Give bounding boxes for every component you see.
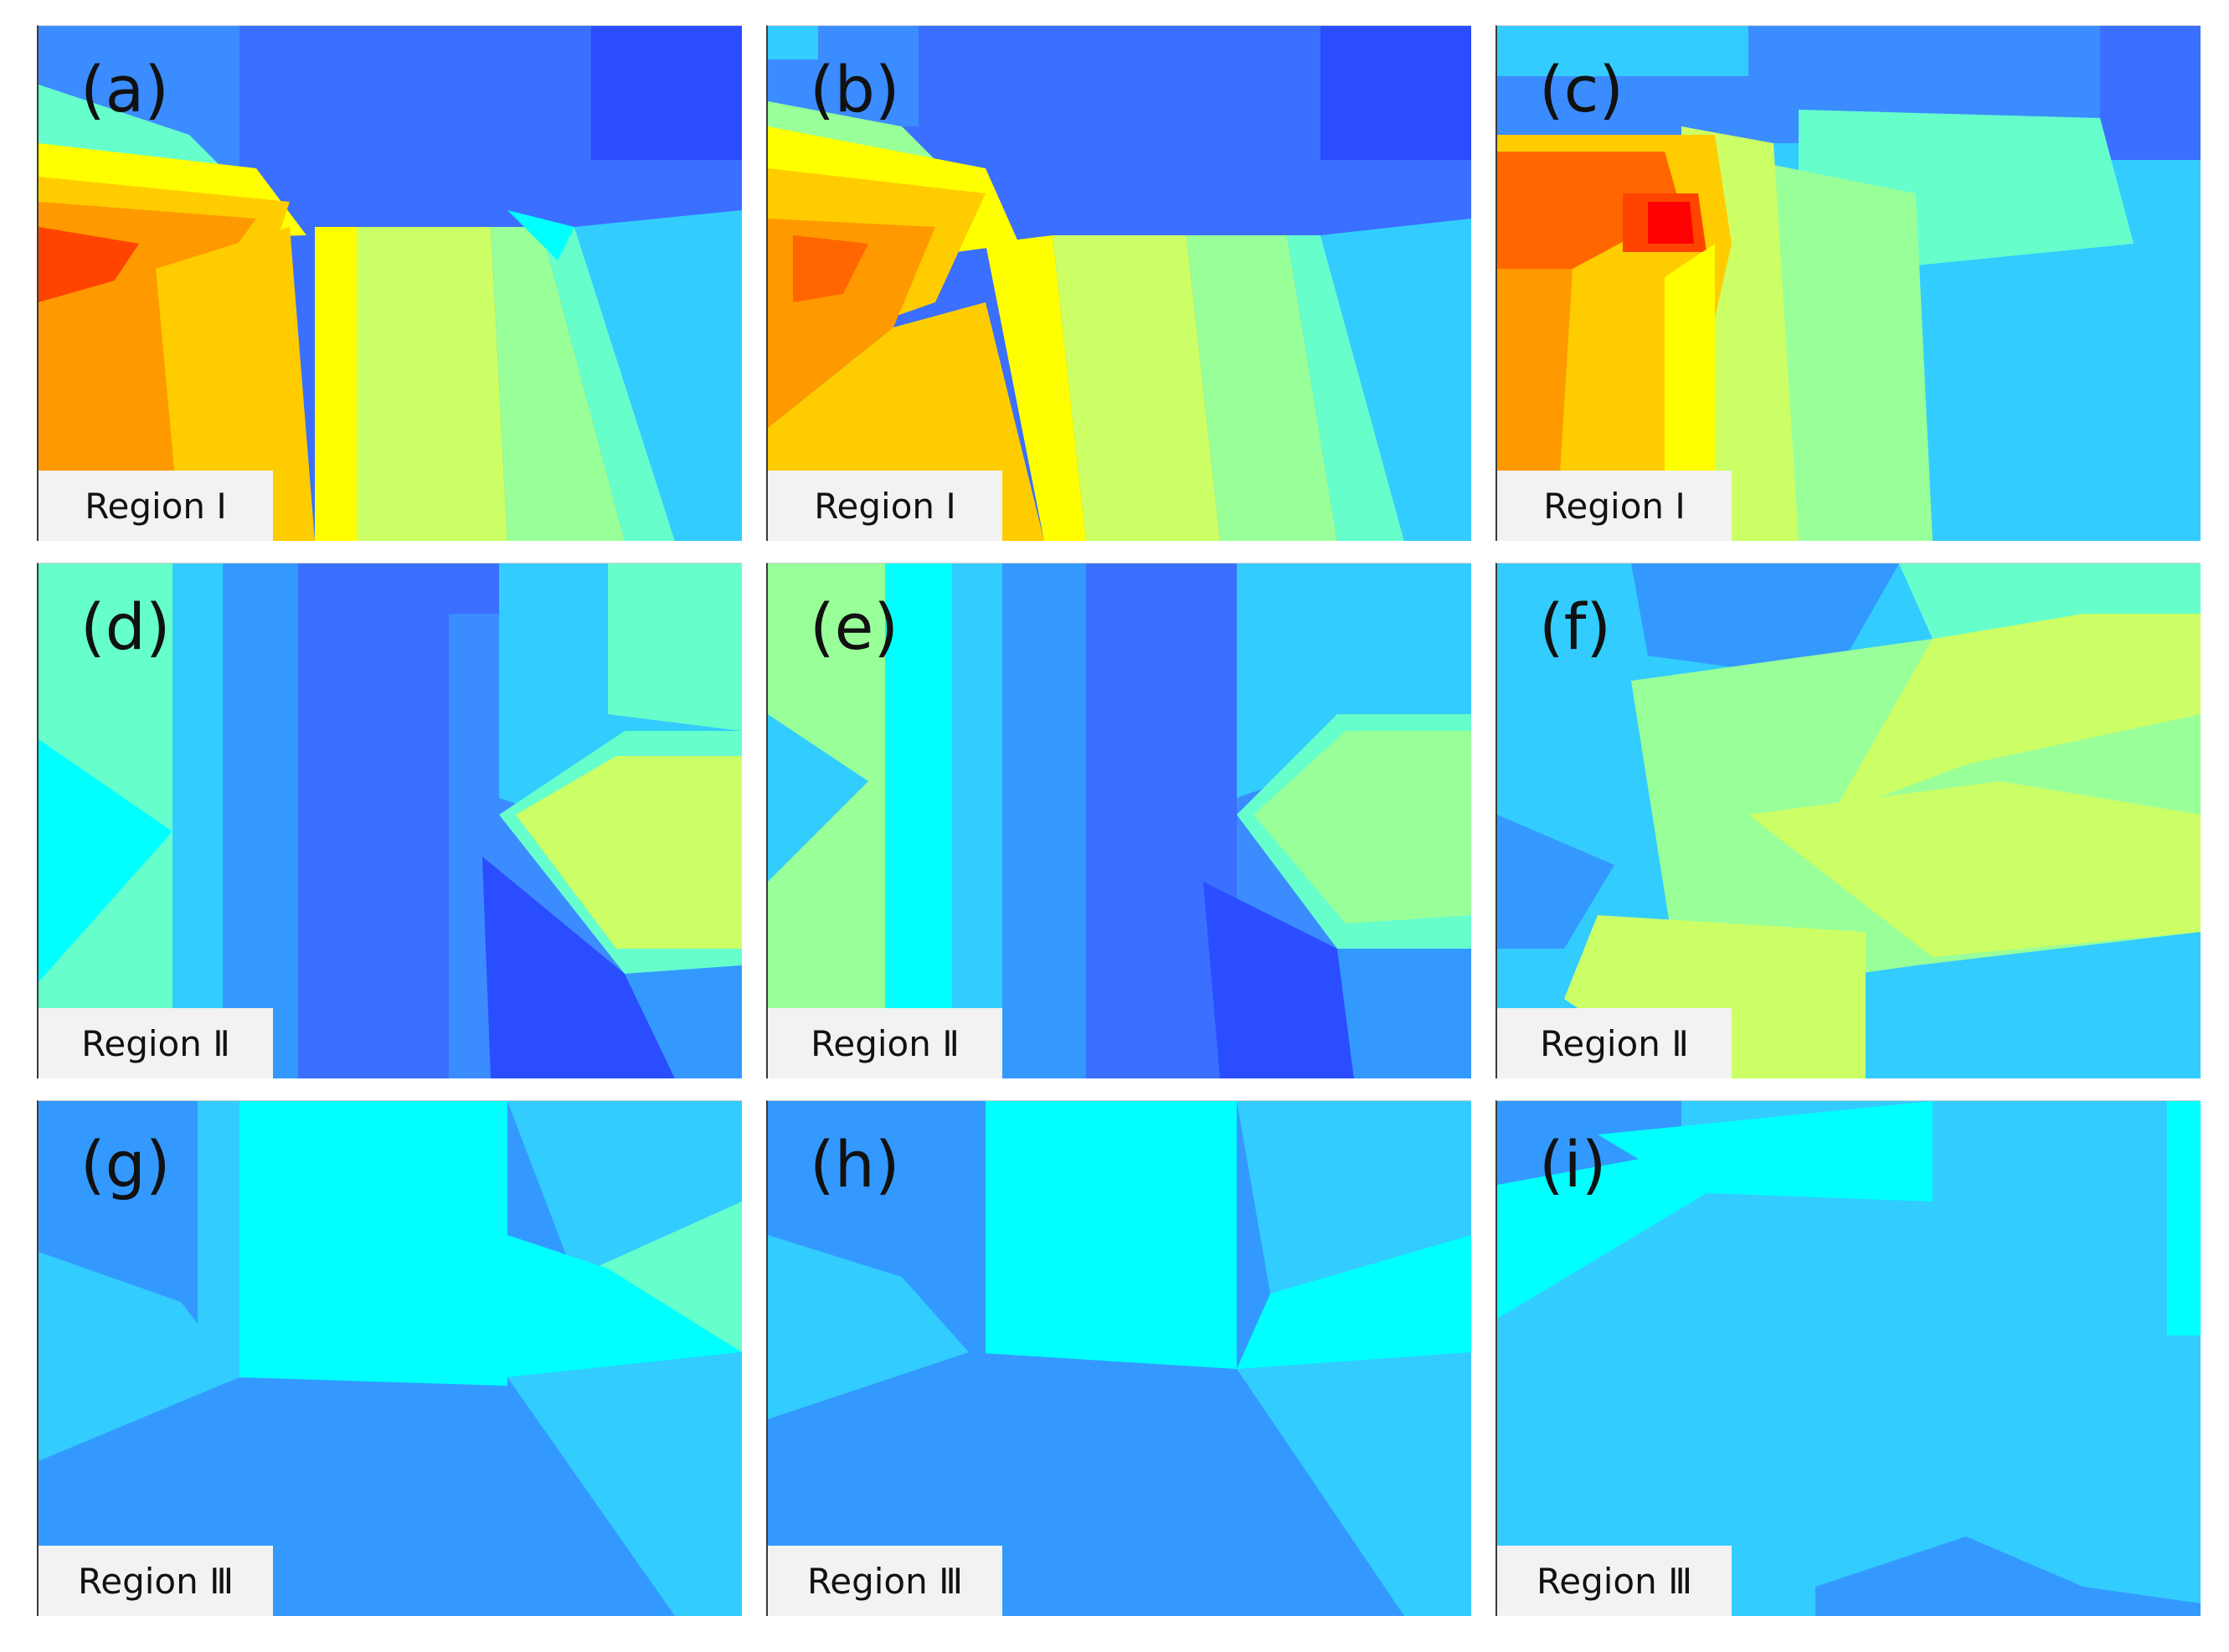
panel-c: (c) Region Ⅰ (1495, 25, 2201, 541)
heatmap-f (1497, 564, 2201, 1078)
panel-c-letter: (c) (1539, 52, 1624, 126)
panel-f-letter: (f) (1539, 589, 1612, 664)
panel-b-region-label: Region Ⅰ (768, 471, 1002, 541)
panel-g: (g) Region Ⅲ (37, 1100, 742, 1616)
heatmap-c (1497, 26, 2201, 541)
panel-g-region-label: Region Ⅲ (39, 1546, 273, 1616)
panel-d: (d) Region Ⅱ (37, 563, 742, 1078)
heatmap-i (1497, 1101, 2201, 1616)
panel-a-region-label: Region Ⅰ (39, 471, 273, 541)
heatmap-b (768, 26, 1471, 541)
panel-d-region-label: Region Ⅱ (39, 1008, 273, 1078)
panel-i-region-label: Region Ⅲ (1497, 1546, 1732, 1616)
panel-e-region-label: Region Ⅱ (768, 1008, 1002, 1078)
panel-i: (i) Region Ⅲ (1495, 1100, 2201, 1616)
panel-h-region-label: Region Ⅲ (768, 1546, 1002, 1616)
panel-e: (e) Region Ⅱ (766, 563, 1471, 1078)
panel-a: (a) Region Ⅰ (37, 25, 742, 541)
heatmap-d (39, 564, 742, 1078)
panel-c-region-label: Region Ⅰ (1497, 471, 1732, 541)
panel-h-letter: (h) (810, 1127, 900, 1202)
panel-e-letter: (e) (810, 589, 899, 664)
panel-g-letter: (g) (80, 1127, 171, 1202)
panel-i-letter: (i) (1539, 1127, 1607, 1202)
heatmap-a (39, 26, 742, 541)
panel-h: (h) Region Ⅲ (766, 1100, 1471, 1616)
panel-f: (f) Region Ⅱ (1495, 563, 2201, 1078)
panel-b-letter: (b) (810, 52, 900, 126)
panel-f-region-label: Region Ⅱ (1497, 1008, 1732, 1078)
panel-d-letter: (d) (80, 589, 171, 664)
heatmap-g (39, 1101, 742, 1616)
panel-a-letter: (a) (80, 52, 169, 126)
panel-b: (b) Region Ⅰ (766, 25, 1471, 541)
heatmap-e (768, 564, 1471, 1078)
